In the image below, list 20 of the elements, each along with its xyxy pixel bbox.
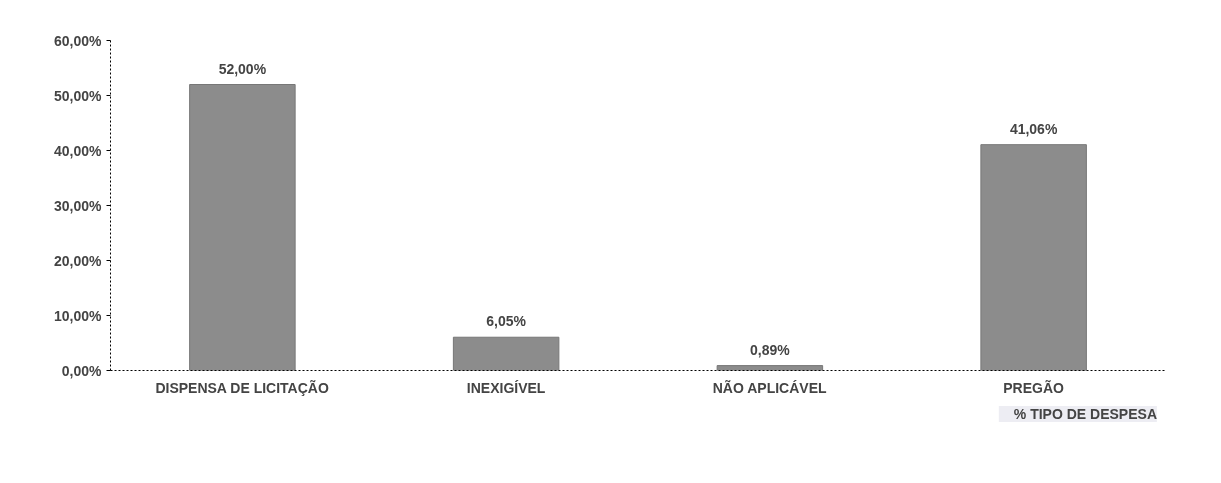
data-label: 6,05% — [486, 313, 527, 330]
x-tick-label: INEXIGÍVEL — [466, 379, 546, 396]
y-tick-label: 0,00% — [61, 362, 103, 379]
x-tick-label: DISPENSA DE LICITAÇÃO — [155, 378, 329, 396]
y-tick-label: 50,00% — [54, 87, 103, 104]
y-tick-label: 60,00% — [54, 32, 103, 49]
bar — [980, 144, 1087, 371]
y-tick-label: 40,00% — [54, 142, 103, 159]
bar — [189, 84, 296, 371]
data-label: 0,89% — [750, 341, 791, 358]
text: % TIPO DE DESPESA — [1013, 406, 1157, 422]
x-tick-label: NÃO APLICÁVEL — [712, 378, 827, 396]
y-tick-label: 30,00% — [54, 197, 103, 214]
bar — [452, 336, 560, 371]
data-label: 52,00% — [218, 60, 267, 77]
bar — [716, 365, 824, 371]
x-tick-label: PREGÃO — [1003, 378, 1065, 396]
y-tick-label: 20,00% — [54, 252, 103, 269]
data-label: 41,06% — [1009, 120, 1058, 137]
y-tick-label: 10,00% — [54, 307, 103, 324]
